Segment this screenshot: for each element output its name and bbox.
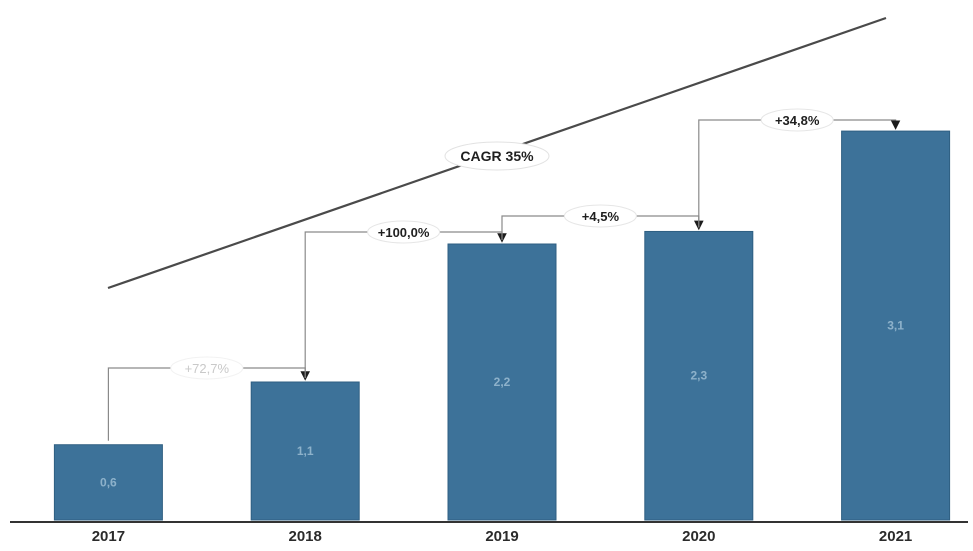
bar-value-label: 0,6 bbox=[100, 475, 117, 489]
growth-label: +72,7% bbox=[185, 361, 230, 376]
growth-label: +4,5% bbox=[582, 209, 620, 224]
bar-2020 bbox=[644, 230, 754, 521]
cagr-label: CAGR 35% bbox=[460, 148, 534, 164]
x-tick-label: 2019 bbox=[485, 528, 518, 545]
cagr-badge: CAGR 35% bbox=[444, 141, 550, 171]
x-tick-label: 2018 bbox=[289, 528, 322, 545]
growth-label: +100,0% bbox=[378, 225, 430, 240]
growth-label: +34,8% bbox=[775, 113, 820, 128]
growth-badge bbox=[170, 356, 244, 380]
growth-connectors-layer: +72,7% +100,0% +4,5% +34,8% bbox=[107, 108, 901, 441]
bar-value-label: 1,1 bbox=[297, 444, 314, 458]
x-tick-label: 2017 bbox=[92, 528, 125, 545]
bars-layer bbox=[53, 130, 951, 521]
x-tick-label: 2020 bbox=[682, 528, 715, 545]
bar-2017 bbox=[53, 444, 163, 521]
bar-value-label: 3,1 bbox=[887, 319, 904, 333]
bar-2019 bbox=[447, 243, 557, 521]
bar-value-label: 2,2 bbox=[494, 375, 511, 389]
growth-badge bbox=[367, 220, 441, 244]
growth-badge bbox=[760, 108, 834, 132]
x-tick-label: 2021 bbox=[879, 528, 912, 545]
bar-2021 bbox=[841, 130, 951, 521]
growth-badge bbox=[563, 204, 637, 228]
bar-2018 bbox=[250, 381, 360, 521]
labels-layer: 0,6 2017 1,1 2018 2,2 2019 2,3 2020 3,1 2021 bbox=[92, 319, 913, 545]
bar-value-label: 2,3 bbox=[690, 369, 707, 383]
